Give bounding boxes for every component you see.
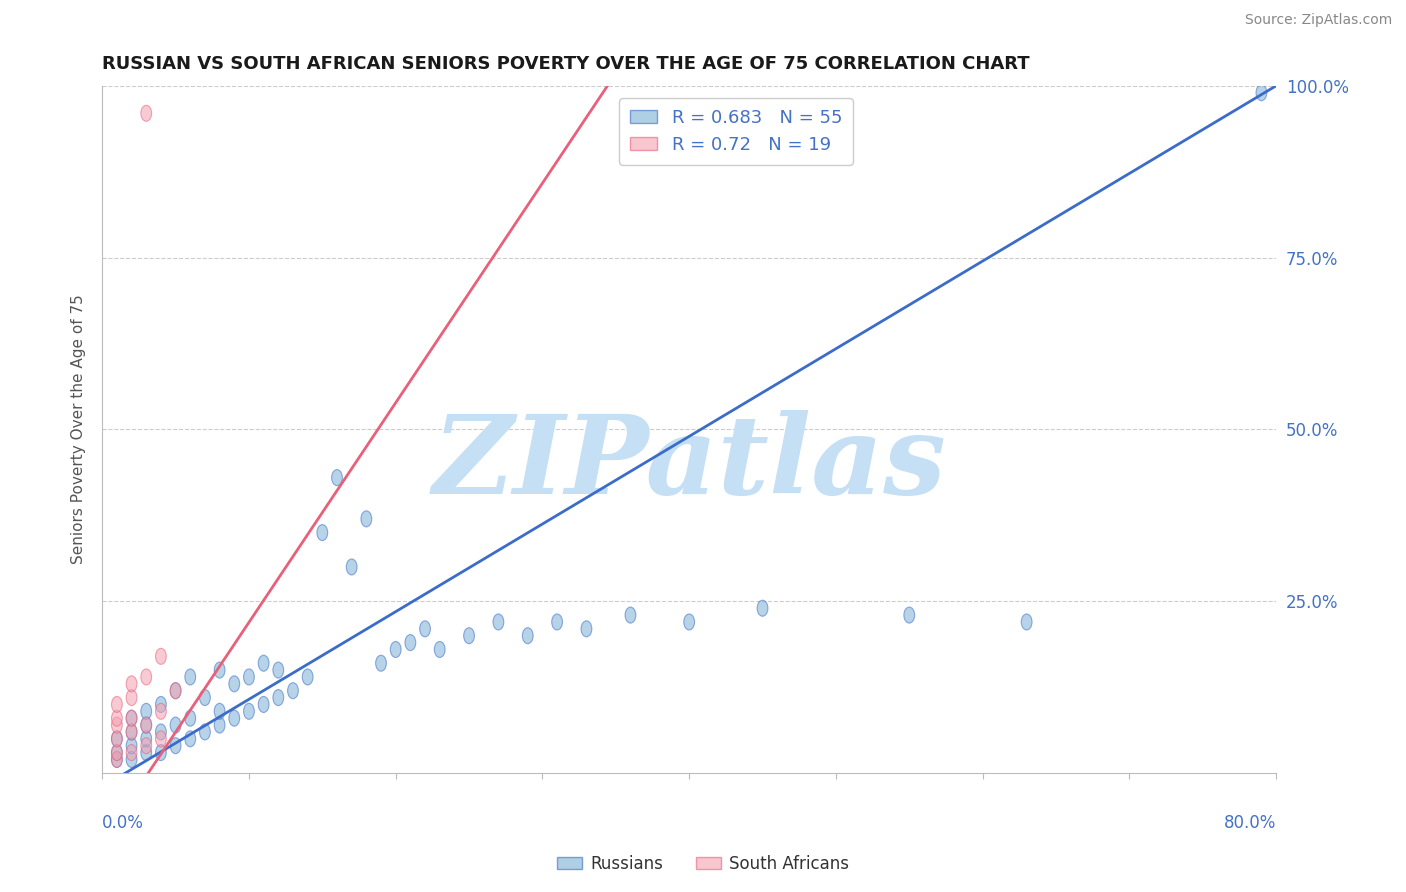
Ellipse shape [316,524,328,541]
Ellipse shape [111,751,122,767]
Ellipse shape [127,738,136,754]
Ellipse shape [214,662,225,678]
Ellipse shape [581,621,592,637]
Ellipse shape [391,641,401,657]
Ellipse shape [127,751,136,767]
Ellipse shape [229,676,239,692]
Ellipse shape [184,669,195,685]
Ellipse shape [302,669,314,685]
Ellipse shape [288,682,298,698]
Ellipse shape [346,559,357,575]
Ellipse shape [141,703,152,719]
Ellipse shape [200,690,211,706]
Ellipse shape [156,724,166,740]
Y-axis label: Seniors Poverty Over the Age of 75: Seniors Poverty Over the Age of 75 [72,294,86,565]
Ellipse shape [758,600,768,616]
Ellipse shape [361,511,371,527]
Ellipse shape [111,745,122,761]
Text: 80.0%: 80.0% [1223,814,1277,832]
Ellipse shape [243,703,254,719]
Ellipse shape [127,745,136,761]
Ellipse shape [127,724,136,740]
Text: Source: ZipAtlas.com: Source: ZipAtlas.com [1244,13,1392,28]
Ellipse shape [523,628,533,644]
Ellipse shape [141,745,152,761]
Ellipse shape [332,469,343,485]
Ellipse shape [170,717,181,733]
Ellipse shape [111,697,122,713]
Ellipse shape [273,662,284,678]
Legend: Russians, South Africans: Russians, South Africans [550,848,856,880]
Ellipse shape [273,690,284,706]
Ellipse shape [200,724,211,740]
Ellipse shape [683,614,695,630]
Ellipse shape [141,717,152,733]
Ellipse shape [141,731,152,747]
Text: 0.0%: 0.0% [103,814,143,832]
Ellipse shape [214,717,225,733]
Ellipse shape [243,669,254,685]
Ellipse shape [141,717,152,733]
Ellipse shape [259,656,269,671]
Ellipse shape [419,621,430,637]
Ellipse shape [111,710,122,726]
Legend: R = 0.683   N = 55, R = 0.72   N = 19: R = 0.683 N = 55, R = 0.72 N = 19 [619,98,853,165]
Ellipse shape [156,703,166,719]
Ellipse shape [170,682,181,698]
Ellipse shape [156,697,166,713]
Ellipse shape [111,717,122,733]
Ellipse shape [111,751,122,767]
Ellipse shape [111,731,122,747]
Ellipse shape [259,697,269,713]
Ellipse shape [127,676,136,692]
Ellipse shape [904,607,915,624]
Ellipse shape [1256,85,1267,101]
Text: ZIPatlas: ZIPatlas [432,410,946,517]
Ellipse shape [464,628,474,644]
Ellipse shape [170,738,181,754]
Ellipse shape [229,710,239,726]
Ellipse shape [141,105,152,121]
Ellipse shape [156,745,166,761]
Ellipse shape [405,634,416,650]
Ellipse shape [184,731,195,747]
Ellipse shape [141,738,152,754]
Ellipse shape [434,641,446,657]
Ellipse shape [494,614,503,630]
Ellipse shape [184,710,195,726]
Ellipse shape [214,703,225,719]
Ellipse shape [111,745,122,761]
Ellipse shape [141,669,152,685]
Ellipse shape [626,607,636,624]
Ellipse shape [127,690,136,706]
Ellipse shape [127,724,136,740]
Ellipse shape [1021,614,1032,630]
Ellipse shape [156,731,166,747]
Ellipse shape [156,648,166,665]
Ellipse shape [127,710,136,726]
Ellipse shape [111,731,122,747]
Text: RUSSIAN VS SOUTH AFRICAN SENIORS POVERTY OVER THE AGE OF 75 CORRELATION CHART: RUSSIAN VS SOUTH AFRICAN SENIORS POVERTY… [103,55,1029,73]
Ellipse shape [170,682,181,698]
Ellipse shape [127,710,136,726]
Ellipse shape [375,656,387,671]
Ellipse shape [551,614,562,630]
